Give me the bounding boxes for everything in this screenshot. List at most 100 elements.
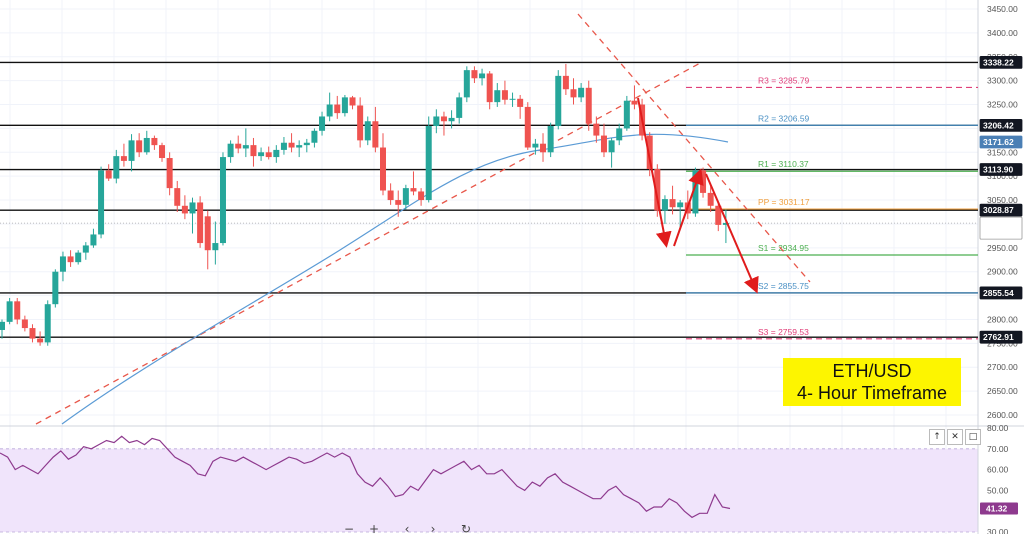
pivot-label: R3 = 3285.79 xyxy=(758,75,810,85)
symbol-label: ETH/USD xyxy=(832,361,912,381)
candle-body xyxy=(418,191,425,201)
candle-body xyxy=(646,135,653,170)
price-tag-box xyxy=(979,135,1023,149)
candle-body xyxy=(578,87,585,98)
price-tick-label: 3450.00 xyxy=(987,4,1018,14)
candle-body xyxy=(570,89,577,98)
candle-body xyxy=(219,157,226,244)
candle-body xyxy=(212,243,219,251)
price-tag-box xyxy=(979,163,1023,176)
candle-body xyxy=(715,205,722,225)
candle-body xyxy=(501,90,508,100)
pivot-label: S1 = 2934.95 xyxy=(758,243,809,253)
candle-body xyxy=(288,142,295,148)
price-tag-label: 3206.42 xyxy=(983,120,1014,130)
candle-body xyxy=(334,104,341,114)
maximize-pane-button[interactable]: □ xyxy=(965,429,981,445)
price-tick-label: 2650.00 xyxy=(987,386,1018,396)
price-tick-label: 2700.00 xyxy=(987,362,1018,372)
candle-body xyxy=(509,98,516,100)
falling-trendline xyxy=(577,13,811,283)
candle-body xyxy=(90,234,97,246)
candle-body xyxy=(593,123,600,136)
candle-body xyxy=(479,73,486,79)
candle-body xyxy=(105,170,112,179)
candle-body xyxy=(623,100,630,129)
candle-body xyxy=(425,126,432,201)
candle-body xyxy=(517,98,524,107)
candle-body xyxy=(677,202,684,208)
price-tick-label: 3150.00 xyxy=(987,147,1018,157)
candle-body xyxy=(280,142,287,150)
candle-body xyxy=(547,126,554,153)
candle-body xyxy=(654,169,661,211)
candle-body xyxy=(395,200,402,205)
candle-body xyxy=(136,140,143,153)
price-tag-label: 3171.62 xyxy=(983,137,1014,147)
candle-body xyxy=(174,188,181,206)
candle-body xyxy=(562,75,569,90)
candle-body xyxy=(296,145,303,148)
candle-body xyxy=(159,145,166,159)
candle-body xyxy=(661,199,668,211)
candle-body xyxy=(349,97,356,106)
candle-body xyxy=(166,158,173,189)
pivot-levels: R3 = 3285.79 R2 = 3206.59 R1 = 3110.37 PP =… xyxy=(686,75,978,340)
candle-body xyxy=(59,256,66,272)
price-tag-sub: 01:19:00 xyxy=(983,228,1017,238)
candle-body xyxy=(631,100,638,105)
candle-body xyxy=(600,135,607,153)
candle-body xyxy=(448,117,455,122)
candle-body xyxy=(67,256,74,263)
price-tick-label: 2950.00 xyxy=(987,243,1018,253)
candle-body xyxy=(463,70,470,98)
candle-body xyxy=(319,116,326,131)
candle-body xyxy=(364,121,371,141)
candle-body xyxy=(494,90,501,103)
rsi-tag-box xyxy=(980,502,1018,515)
scroll-left-button[interactable]: ‹ xyxy=(404,522,410,536)
candle-body xyxy=(265,152,272,158)
zoom-out-button[interactable]: − xyxy=(343,522,355,536)
candle-body xyxy=(21,319,28,329)
rsi-tick-label: 30.00 xyxy=(987,527,1009,534)
candle-body xyxy=(456,97,463,118)
candle-body xyxy=(14,301,21,320)
zoom-in-button[interactable]: + xyxy=(368,522,380,536)
candle-body xyxy=(707,192,714,206)
reset-chart-button[interactable]: ↻ xyxy=(460,522,472,536)
price-tags: 3338.22 3206.42 3171.62 3113.90 3028.87 3001.… xyxy=(979,55,1023,515)
price-tick-label: 3400.00 xyxy=(987,28,1018,38)
price-tick-label: 2800.00 xyxy=(987,314,1018,324)
moving-average-path xyxy=(61,133,729,425)
pivot-label: R2 = 3206.59 xyxy=(758,113,810,123)
timeframe-label: 4- Hour Timeframe xyxy=(796,383,948,403)
candle-body xyxy=(113,156,120,179)
candle-body xyxy=(235,143,242,149)
candle-body xyxy=(532,143,539,148)
candle-body xyxy=(143,137,150,153)
candle-body xyxy=(357,105,364,141)
price-tick-label: 2600.00 xyxy=(987,410,1018,420)
candle-body xyxy=(402,188,409,205)
candle-body xyxy=(273,149,280,158)
move-pane-up-button[interactable]: ↑ xyxy=(929,429,945,445)
candle-body xyxy=(433,116,440,127)
rsi-tag-label: 41.32 xyxy=(986,503,1008,513)
close-pane-button[interactable]: ✕ xyxy=(947,429,963,445)
candle-body xyxy=(258,152,265,157)
candle-body xyxy=(555,75,562,127)
candlestick-series xyxy=(0,63,729,346)
candle-body xyxy=(700,170,707,193)
scroll-right-button[interactable]: › xyxy=(430,522,436,536)
price-tag-label: 3113.90 xyxy=(983,165,1014,175)
candle-body xyxy=(6,301,13,322)
price-tick-label: 3250.00 xyxy=(987,100,1018,110)
trend-arrows xyxy=(637,97,759,294)
rsi-line xyxy=(0,435,731,519)
rsi-tick-label: 50.00 xyxy=(987,485,1009,495)
candle-body xyxy=(181,205,188,214)
candle-body xyxy=(120,156,127,161)
candle-body xyxy=(44,304,51,343)
